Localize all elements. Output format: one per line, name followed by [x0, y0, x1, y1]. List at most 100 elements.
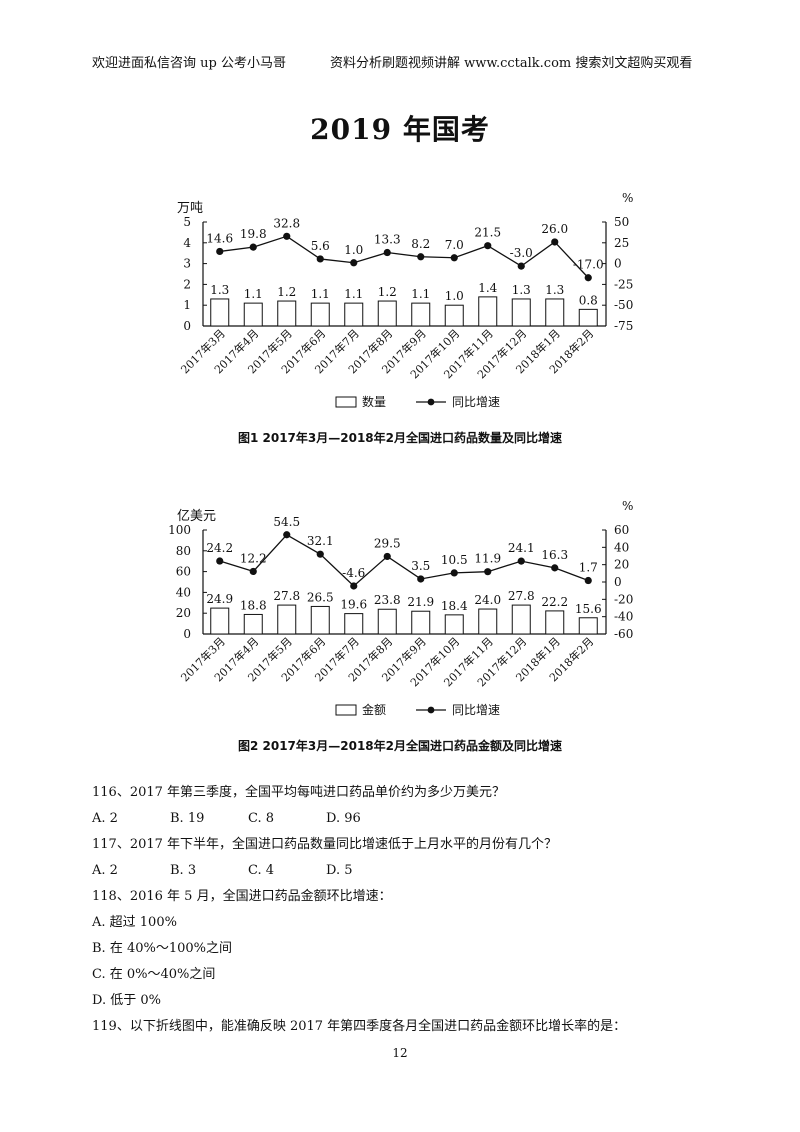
bar — [511, 298, 531, 327]
question-117-options: A. 2 B. 3 C. 4 D. 5 — [92, 858, 712, 884]
bar-value-label: 1.3 — [545, 283, 564, 297]
line-value-label: 11.9 — [474, 552, 501, 566]
line-point — [450, 569, 458, 577]
bar — [444, 614, 464, 635]
line-value-label: 12.2 — [240, 551, 267, 565]
bar — [344, 613, 364, 635]
line-point — [417, 253, 425, 261]
bar — [578, 308, 598, 327]
option: A. 超过 100% — [92, 915, 177, 930]
bar — [444, 304, 464, 327]
bar-value-label: 18.4 — [441, 599, 468, 613]
bar-value-label: 1.0 — [445, 289, 464, 303]
bar — [344, 302, 364, 327]
y-tick-label-right: -40 — [614, 610, 633, 624]
line-value-label: 8.2 — [411, 237, 430, 251]
legend-bar-label: 金额 — [362, 702, 386, 717]
line-point — [484, 568, 492, 576]
option: D. 低于 0% — [92, 993, 161, 1008]
y-tick-label-right: 40 — [614, 540, 629, 554]
y-tick-label-right: -25 — [614, 277, 633, 291]
bar-value-label: 1.4 — [478, 281, 497, 295]
bar — [310, 302, 330, 327]
bar-value-label: 1.1 — [344, 287, 363, 301]
bar-value-label: 27.8 — [273, 589, 300, 603]
y-tick-label-left: 2 — [183, 277, 191, 291]
questions-section: 116、2017 年第三季度，全国平均每吨进口药品单价约为多少万美元？ A. 2… — [92, 780, 712, 1040]
line-value-label: 1.0 — [344, 243, 363, 257]
y-tick-label-left: 3 — [183, 257, 191, 271]
line-point — [551, 238, 559, 246]
question-117: 117、2017 年下半年，全国进口药品数量同比增速低于上月水平的月份有几个？ — [92, 837, 558, 852]
growth-line — [219, 533, 589, 587]
page-number: 12 — [392, 1046, 408, 1060]
question-118: 118、2016 年 5 月，全国进口药品金额环比增速： — [92, 889, 392, 904]
header-left-text: 欢迎进面私信咨询 up 公考小马哥 — [92, 56, 286, 71]
y-tick-label-right: -20 — [614, 592, 633, 606]
question-116: 116、2017 年第三季度，全国平均每吨进口药品单价约为多少万美元？ — [92, 785, 506, 800]
bar — [310, 605, 330, 635]
line-point — [249, 567, 257, 576]
legend-line-marker — [427, 398, 435, 406]
line-point — [517, 262, 525, 270]
left-axis-label: 万吨 — [177, 201, 203, 216]
line-point — [350, 259, 358, 267]
y-tick-label-right: -60 — [614, 627, 633, 641]
y-tick-label-left: 80 — [176, 544, 191, 558]
bar-value-label: 26.5 — [307, 590, 334, 604]
y-tick-label-left: 4 — [183, 236, 191, 250]
y-tick-label-right: 25 — [614, 236, 629, 250]
y-tick-label-right: 50 — [614, 215, 629, 229]
y-tick-label-right: 60 — [614, 523, 629, 537]
y-tick-label-left: 0 — [183, 627, 191, 641]
line-value-label: -17.0 — [573, 258, 604, 272]
line-point — [484, 242, 492, 250]
y-tick-label-left: 20 — [176, 606, 191, 620]
line-value-label: -3.0 — [510, 246, 533, 260]
bar — [210, 298, 230, 327]
y-tick-label-right: 0 — [614, 257, 622, 271]
growth-line — [219, 235, 589, 279]
bar-value-label: 21.9 — [407, 595, 434, 609]
bar — [578, 617, 598, 635]
line-value-label: 7.0 — [445, 238, 464, 252]
line-value-label: 32.1 — [307, 534, 334, 548]
right-axis-label: % — [622, 499, 633, 513]
header-right-text: 资料分析刷题视频讲解 www.cctalk.com 搜索刘文超购买观看 — [330, 56, 693, 71]
line-point — [283, 232, 291, 240]
question-116-options: A. 2 B. 19 C. 8 D. 96 — [92, 806, 712, 832]
option: B. 19 — [170, 811, 205, 826]
bar — [243, 613, 263, 635]
y-tick-label-left: 1 — [183, 298, 191, 312]
line-point — [216, 557, 224, 565]
bar — [478, 608, 498, 635]
left-axis-label: 亿美元 — [177, 509, 216, 524]
line-value-label: 16.3 — [541, 548, 568, 562]
bar-value-label: 19.6 — [340, 598, 367, 612]
bar-value-label: 22.2 — [541, 595, 568, 609]
y-tick-label-left: 5 — [183, 215, 191, 229]
y-tick-label-left: 40 — [176, 585, 191, 599]
option: A. 2 — [92, 863, 118, 878]
option: C. 在 0%～40%之间 — [92, 967, 216, 982]
bar-value-label: 24.9 — [206, 592, 233, 606]
bar — [545, 610, 565, 635]
option: A. 2 — [92, 811, 118, 826]
legend-bar-swatch — [335, 396, 357, 408]
line-point — [350, 582, 358, 590]
y-tick-label-right: -50 — [614, 298, 633, 312]
bar-value-label: 1.2 — [277, 285, 296, 299]
bar-value-label: 1.1 — [311, 287, 330, 301]
line-point — [316, 255, 324, 263]
line-value-label: 24.2 — [206, 541, 233, 555]
legend-bar-swatch — [335, 704, 357, 716]
line-point — [316, 550, 324, 558]
option: B. 在 40%～100%之间 — [92, 941, 233, 956]
option: D. 96 — [326, 811, 361, 826]
bar — [478, 296, 498, 327]
bar-value-label: 15.6 — [575, 602, 602, 616]
y-tick-label-left: 60 — [176, 565, 191, 579]
y-tick-label-left: 100 — [168, 523, 191, 537]
bar-value-label: 1.1 — [244, 287, 263, 301]
bar — [511, 604, 531, 635]
